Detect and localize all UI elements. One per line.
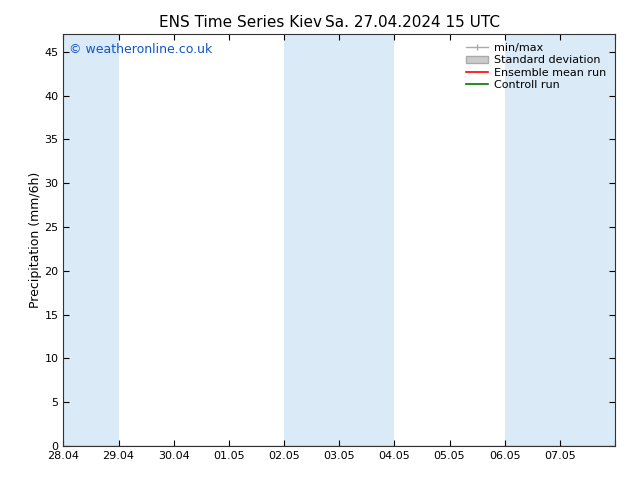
Text: Sa. 27.04.2024 15 UTC: Sa. 27.04.2024 15 UTC	[325, 15, 500, 30]
Text: © weatheronline.co.uk: © weatheronline.co.uk	[69, 43, 212, 55]
Bar	[284, 34, 394, 446]
Bar	[63, 34, 119, 446]
Y-axis label: Precipitation (mm/6h): Precipitation (mm/6h)	[29, 172, 42, 308]
Text: ENS Time Series Kiev: ENS Time Series Kiev	[159, 15, 323, 30]
Legend: min/max, Standard deviation, Ensemble mean run, Controll run: min/max, Standard deviation, Ensemble me…	[463, 40, 609, 93]
Bar	[505, 34, 615, 446]
